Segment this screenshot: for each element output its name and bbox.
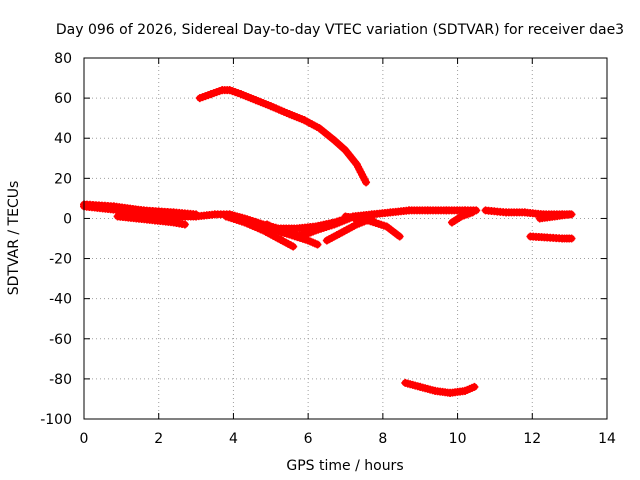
data-point-marker xyxy=(192,210,201,219)
y-tick-label: -80 xyxy=(49,372,72,388)
series-late-3 xyxy=(526,232,576,243)
y-tick-label: 60 xyxy=(54,91,72,107)
y-tick-label: 0 xyxy=(63,211,72,227)
series-band xyxy=(196,86,370,186)
x-tick-label: 4 xyxy=(229,431,238,447)
y-tick-label: 40 xyxy=(54,131,72,147)
x-tick-label: 0 xyxy=(80,431,89,447)
data-point-marker xyxy=(565,210,574,219)
series-arc-low xyxy=(401,378,479,397)
data-point-marker xyxy=(180,220,189,229)
series-late-2 xyxy=(535,210,574,223)
y-tick-label: -100 xyxy=(40,412,72,428)
series-short-1 xyxy=(447,208,477,227)
data-point-marker xyxy=(395,232,404,241)
data-point-marker xyxy=(567,234,576,243)
data-point-marker xyxy=(362,178,371,187)
data-point-marker xyxy=(313,240,322,249)
y-tick-label: -20 xyxy=(49,252,72,268)
data-point-marker xyxy=(470,382,479,391)
plot-frame xyxy=(83,57,608,420)
y-tick-label: 80 xyxy=(54,51,72,67)
data-point-marker xyxy=(289,242,298,251)
data-points xyxy=(80,86,576,397)
x-tick-label: 6 xyxy=(304,431,313,447)
y-tick-label: -60 xyxy=(49,332,72,348)
x-tick-label: 14 xyxy=(598,431,616,447)
data-point-marker xyxy=(468,208,477,217)
x-tick-label: 2 xyxy=(154,431,163,447)
y-tick-label: -40 xyxy=(49,292,72,308)
x-axis-label: GPS time / hours xyxy=(286,458,403,474)
axis-ticks: 0 2 4 6 8 10 12 14 -100 -80 -60 -40 -20 0 20 40 60 80 xyxy=(40,51,616,447)
x-tick-label: 10 xyxy=(449,431,467,447)
series-band-lower xyxy=(113,212,189,229)
series-descend-1 xyxy=(341,212,404,241)
chart-title: Day 096 of 2026, Sidereal Day-to-day VTE… xyxy=(56,22,624,38)
series-band-upper xyxy=(80,200,201,219)
y-axis-label: SDTVAR / TECUs xyxy=(6,181,22,296)
x-tick-label: 8 xyxy=(378,431,387,447)
series-dip-1 xyxy=(221,212,298,251)
y-tick-label: 20 xyxy=(54,171,72,187)
series-arc-high xyxy=(195,86,371,187)
x-tick-label: 12 xyxy=(523,431,541,447)
